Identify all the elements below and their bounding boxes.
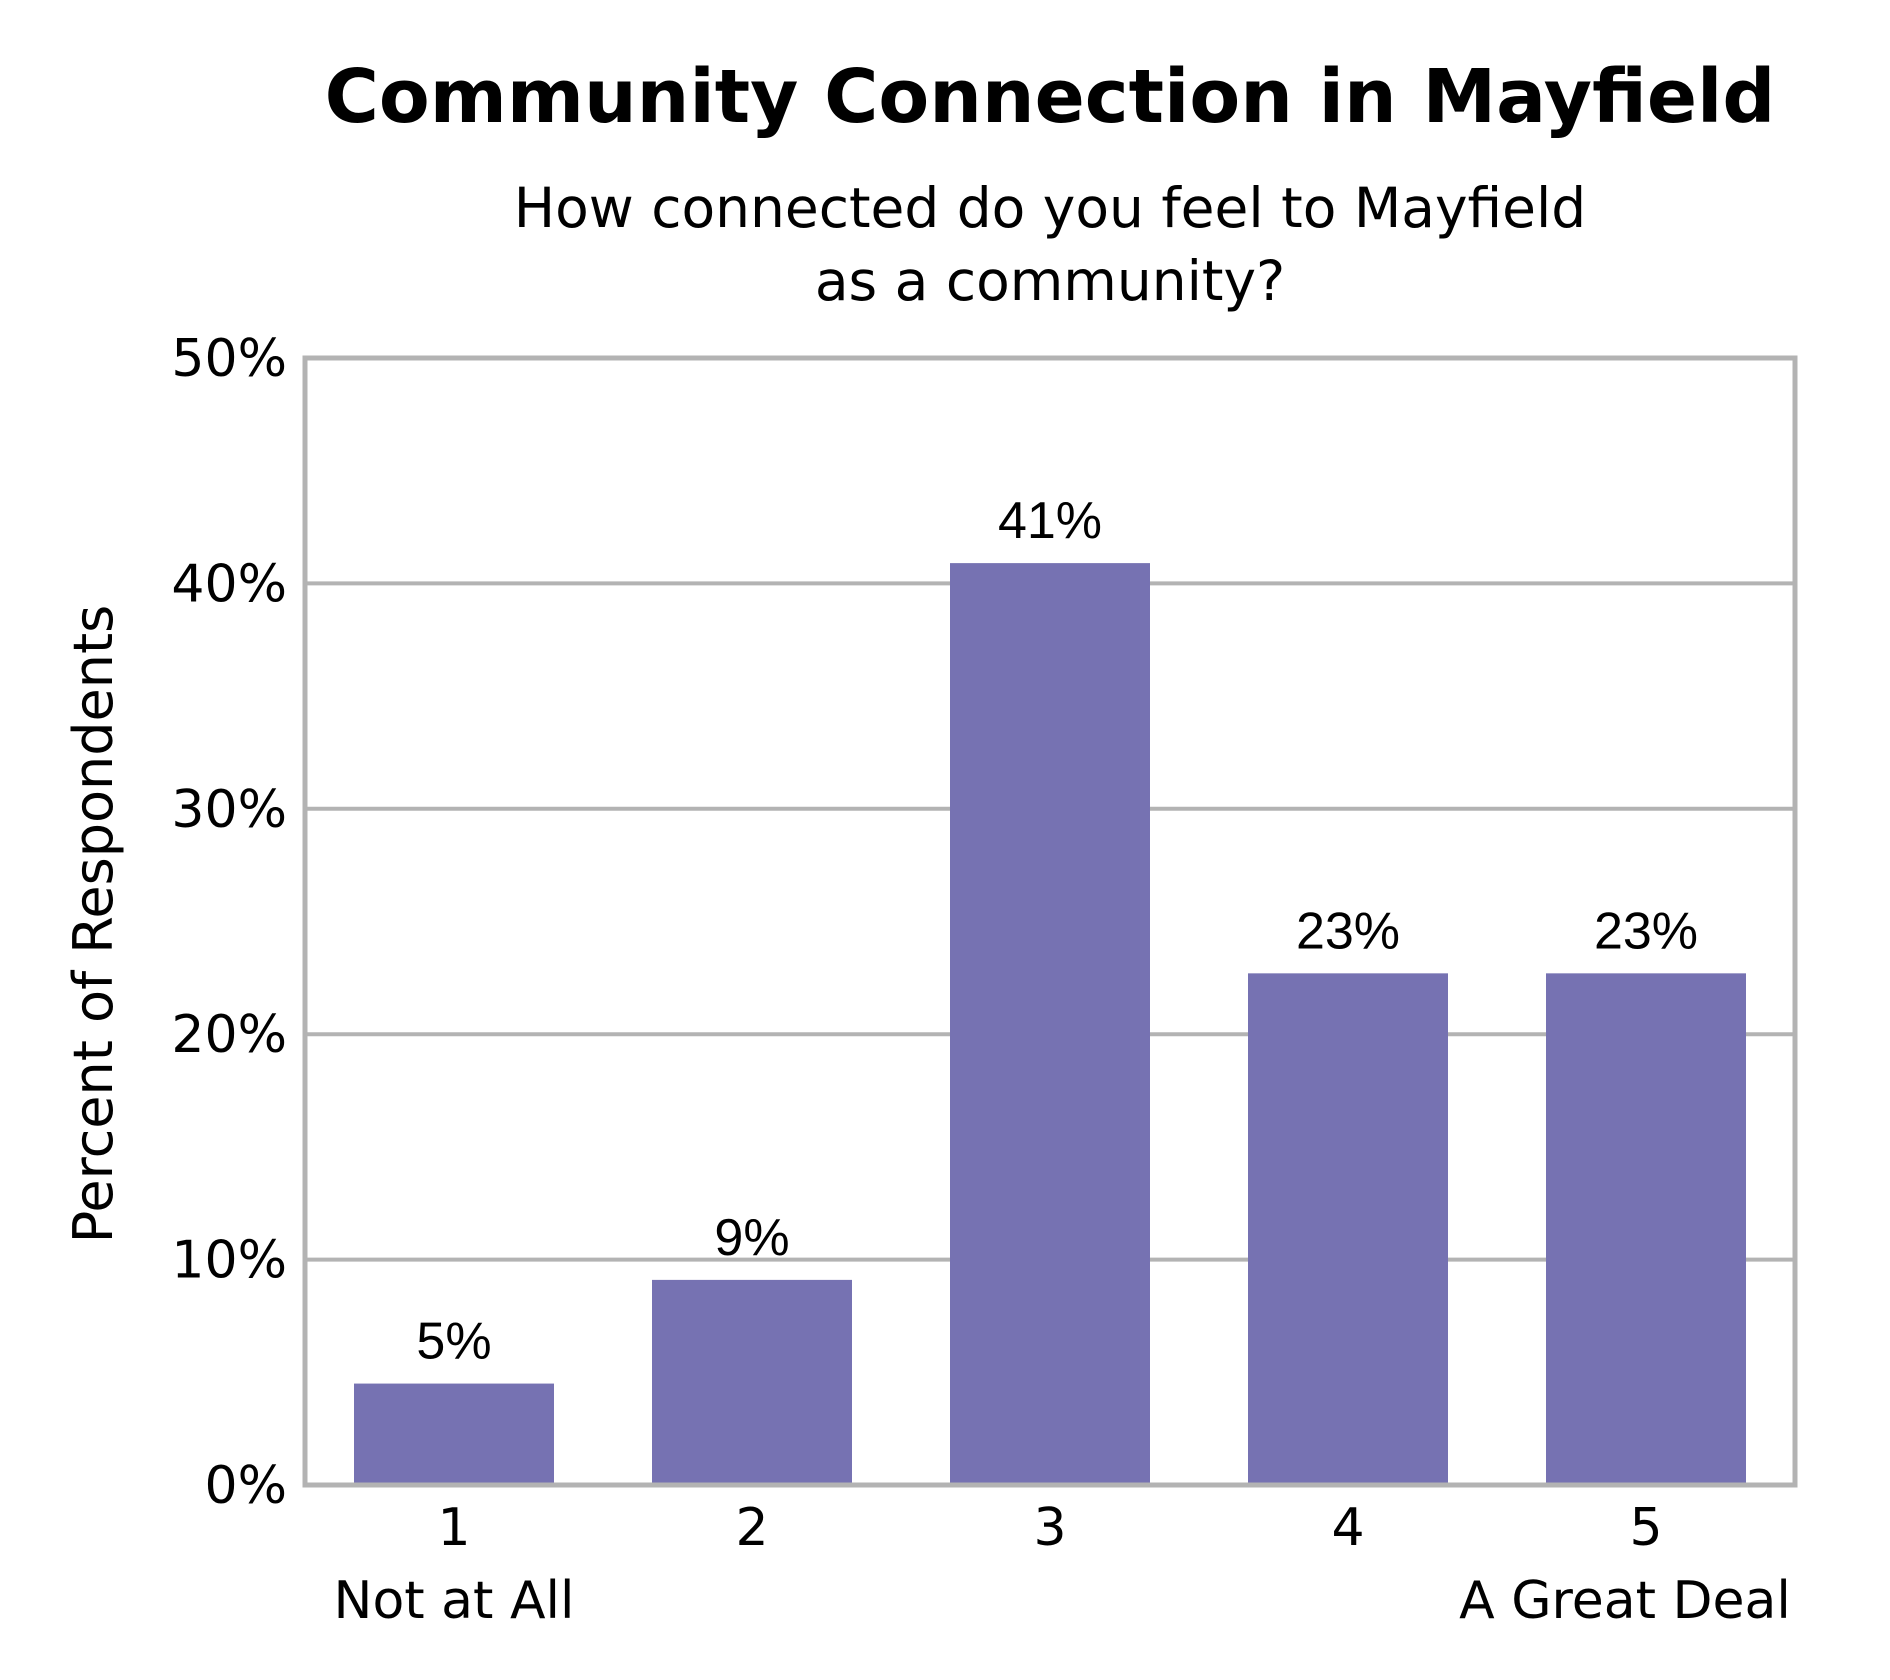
bar xyxy=(1546,973,1746,1485)
bar xyxy=(354,1383,554,1485)
bar xyxy=(1248,973,1448,1485)
plot-border xyxy=(302,355,1798,1488)
y-tick-label: 20% xyxy=(171,1005,287,1065)
data-label: 9% xyxy=(714,1209,789,1267)
chart-subtitle-line-2: as a community? xyxy=(815,249,1285,313)
x-tick-label: 1 xyxy=(437,1498,470,1558)
data-label: 5% xyxy=(416,1313,491,1371)
x-tick-label: 5 xyxy=(1629,1498,1662,1558)
y-axis-label: Percent of Respondents xyxy=(62,605,125,1244)
data-label: 23% xyxy=(1296,902,1400,960)
x-tick-label: 3 xyxy=(1033,1498,1066,1558)
y-tick-label: 50% xyxy=(171,329,287,389)
x-tick-sublabel: A Great Deal xyxy=(1459,1571,1791,1631)
x-tick-sublabel: Not at All xyxy=(334,1571,575,1631)
y-tick-label: 0% xyxy=(205,1456,288,1516)
data-label: 41% xyxy=(998,492,1102,550)
bar xyxy=(950,563,1150,1485)
y-axis-ticks: 0% 10% 20% 30% 40% 50% xyxy=(171,329,287,1516)
data-labels: 5% 9% 41% 23% 23% xyxy=(416,492,1698,1370)
x-tick-label: 2 xyxy=(735,1498,768,1558)
data-label: 23% xyxy=(1594,902,1698,960)
bar xyxy=(652,1279,852,1485)
plot-frame xyxy=(302,355,1798,1488)
x-axis-ticks: 1 Not at All 2 3 4 5 A Great Deal xyxy=(334,1498,1791,1631)
y-tick-label: 30% xyxy=(171,780,287,840)
chart-subtitle-line-1: How connected do you feel to Mayfield xyxy=(514,176,1586,240)
x-tick-label: 4 xyxy=(1331,1498,1364,1558)
bars xyxy=(354,563,1746,1485)
y-tick-label: 40% xyxy=(171,554,287,614)
chart-title: Community Connection in Mayfield xyxy=(325,54,1776,140)
y-tick-label: 10% xyxy=(171,1231,287,1291)
